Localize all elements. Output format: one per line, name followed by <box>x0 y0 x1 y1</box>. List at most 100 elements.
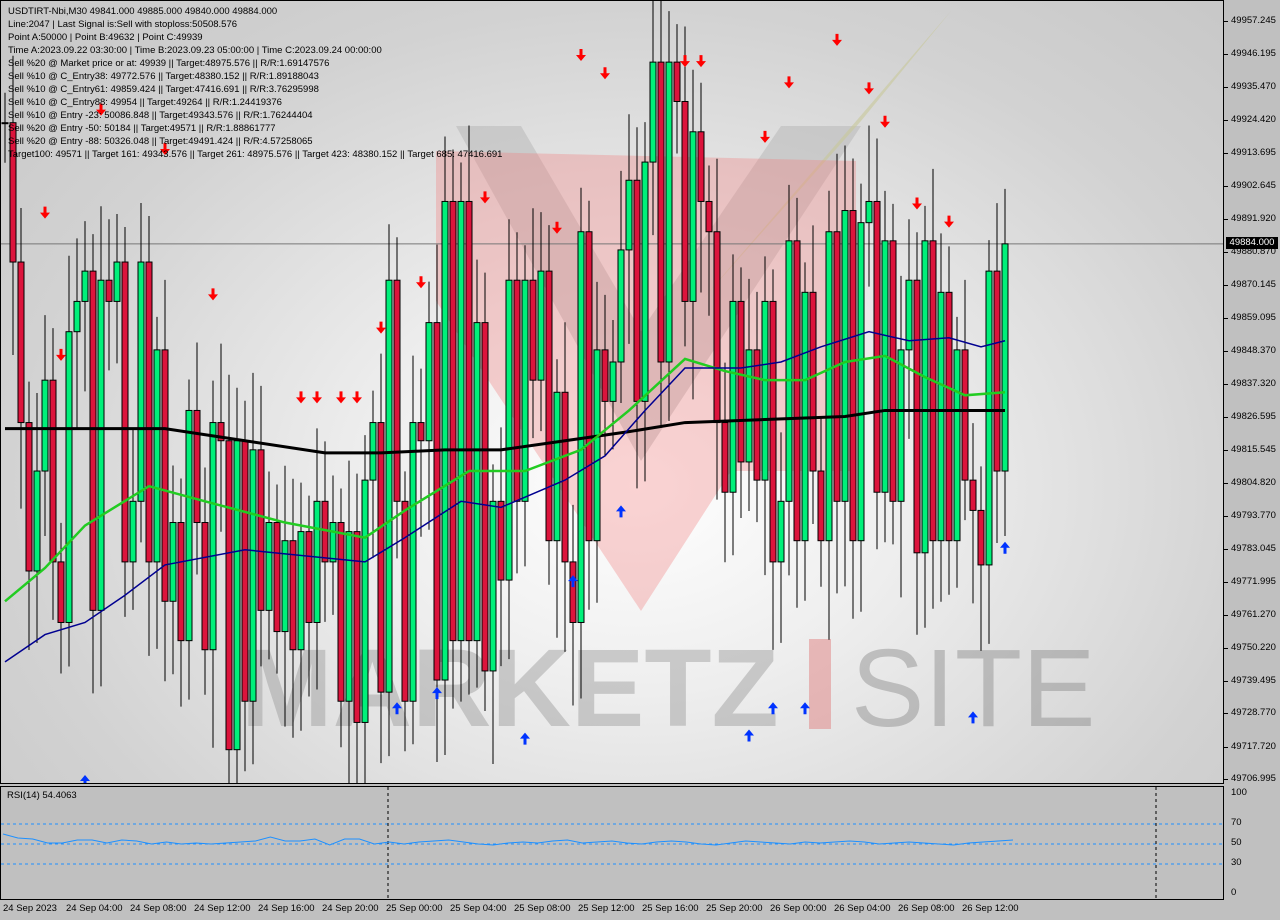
candle <box>369 390 377 559</box>
price-tick <box>1224 614 1228 616</box>
sell-arrow-icon <box>552 221 562 234</box>
candle <box>849 158 857 619</box>
sell-arrow-icon <box>160 142 170 155</box>
candle <box>417 368 425 537</box>
bull-candle-body <box>641 161 649 402</box>
rsi-pane[interactable]: RSI(14) 54.4063 <box>0 786 1224 900</box>
info-line: Sell %20 @ Entry -50: 50184 || Target:49… <box>8 123 276 134</box>
rsi-tick-label: 30 <box>1231 857 1242 868</box>
bear-candle-body <box>889 240 897 502</box>
price-tick-label: 49826.595 <box>1231 410 1276 422</box>
bear-candle-body <box>273 522 281 633</box>
candle <box>729 254 737 556</box>
bull-candle-body <box>609 361 617 402</box>
price-tick-label: 49739.495 <box>1231 674 1276 686</box>
bear-candle-body <box>89 270 97 611</box>
price-tick <box>1224 746 1228 748</box>
bear-candle-body <box>193 409 201 524</box>
bear-candle-body <box>449 200 457 642</box>
candle <box>569 504 577 706</box>
candle <box>289 478 297 738</box>
time-tick-label: 26 Sep 04:00 <box>834 903 891 914</box>
candle <box>609 319 617 450</box>
bull-candle-body <box>265 522 273 611</box>
buy-arrow-icon <box>432 687 442 700</box>
price-tick-label: 49750.220 <box>1231 642 1276 654</box>
candle <box>273 484 281 674</box>
candle <box>201 467 209 695</box>
price-tick <box>1224 318 1228 320</box>
candle <box>105 219 113 371</box>
candle <box>857 183 865 612</box>
candle <box>241 400 249 772</box>
candle <box>737 267 745 518</box>
sell-arrow-icon <box>832 33 842 46</box>
candle <box>633 127 641 489</box>
bear-candle-body <box>945 291 953 542</box>
bull-candle-body <box>937 291 945 542</box>
candle <box>689 69 697 400</box>
bear-candle-body <box>289 540 297 651</box>
info-line: Target100: 49571 || Target 161: 49343.57… <box>8 149 503 160</box>
bear-candle-body <box>241 440 249 702</box>
bear-candle-body <box>465 200 473 642</box>
bull-candle-body <box>169 522 177 602</box>
bear-candle-body <box>849 210 857 542</box>
watermark-text-right: SITE <box>851 627 1096 750</box>
bear-candle-body <box>969 479 977 511</box>
candle <box>545 225 553 585</box>
bear-candle-body <box>393 279 401 502</box>
candle <box>409 355 417 745</box>
price-tick <box>1224 384 1228 386</box>
bull-candle-body <box>313 500 321 623</box>
bear-candle-body <box>633 179 641 402</box>
price-chart[interactable]: MARKETZ SITE USDTIRT-Nbi,M30 49841.000 4… <box>0 0 1224 784</box>
bull-candle-body <box>113 261 121 302</box>
sell-arrow-icon <box>912 197 922 210</box>
bull-candle-body <box>985 270 993 566</box>
price-tick <box>1224 713 1228 715</box>
bear-candle-body <box>529 279 537 381</box>
bear-candle-body <box>817 470 825 542</box>
candle <box>833 153 841 594</box>
candle <box>25 381 33 650</box>
candle <box>617 170 625 403</box>
bull-candle-body <box>281 540 289 633</box>
candle <box>465 125 473 695</box>
candle <box>433 244 441 763</box>
candle <box>585 200 593 610</box>
watermark-v-shape <box>456 126 861 461</box>
candle <box>697 82 705 293</box>
bear-candle-body <box>993 270 1001 472</box>
bull-candle-body <box>537 270 545 381</box>
price-tick-label: 49957.245 <box>1231 15 1276 26</box>
signal-info-panel: USDTIRT-Nbi,M30 49841.000 49885.000 4984… <box>8 5 502 161</box>
candle <box>985 240 993 644</box>
candle <box>561 322 569 652</box>
candle <box>489 464 497 764</box>
sell-arrow-icon <box>600 67 610 80</box>
candle <box>665 11 673 421</box>
bull-candle-body <box>361 479 369 723</box>
time-tick-label: 25 Sep 08:00 <box>514 903 571 914</box>
bear-candle-body <box>121 261 129 563</box>
price-tick <box>1224 152 1228 154</box>
buy-arrow-icon <box>1000 541 1010 554</box>
time-tick-label: 24 Sep 04:00 <box>66 903 123 914</box>
bull-candle-body <box>345 531 353 702</box>
candle <box>865 125 873 287</box>
bear-candle-body <box>145 261 153 563</box>
candle <box>473 259 481 688</box>
price-tick-label: 49946.195 <box>1231 48 1276 60</box>
price-tick-label: 49717.720 <box>1231 740 1276 752</box>
candle <box>73 238 81 429</box>
bull-candle-body <box>857 222 865 542</box>
bull-candle-body <box>625 179 633 251</box>
bull-candle-body <box>41 379 49 472</box>
candle <box>593 281 601 603</box>
candle <box>297 482 305 731</box>
buy-arrow-icon <box>968 711 978 724</box>
price-tick <box>1224 416 1228 418</box>
candle <box>33 393 41 643</box>
bear-candle-body <box>401 500 409 702</box>
